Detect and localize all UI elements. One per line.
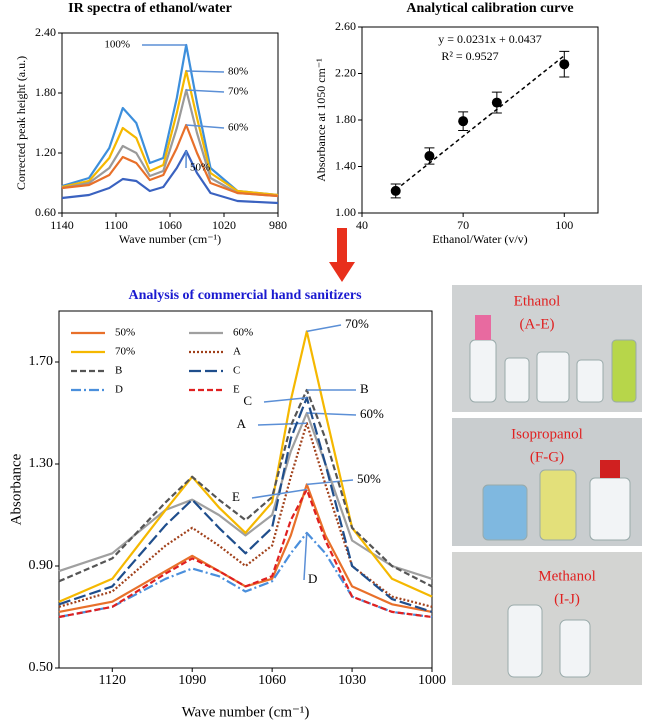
x-tick-label: 1030 xyxy=(338,673,366,688)
annotation-arrow xyxy=(306,324,342,333)
x-tick-label: 1090 xyxy=(178,673,206,688)
flow-arrow xyxy=(329,228,355,282)
y-tick-label: 0.90 xyxy=(29,558,54,573)
photo-panels xyxy=(452,285,642,685)
y-axis-label: Absorbance at 1050 cm⁻¹ xyxy=(314,58,328,182)
x-tick-label: 1060 xyxy=(158,218,182,232)
annotation-arrow xyxy=(303,532,308,581)
x-tick-label: 1140 xyxy=(50,218,74,232)
series-annotation: 70% xyxy=(228,86,248,98)
y-tick-label: 0.60 xyxy=(35,205,56,219)
series-annotation: 50% xyxy=(190,162,210,174)
legend-label: A xyxy=(233,346,241,358)
data-point xyxy=(458,116,469,127)
series-line xyxy=(58,483,433,613)
series-line xyxy=(58,396,433,613)
photo-label: Isopropanol xyxy=(511,426,583,442)
series-annotation: 60% xyxy=(360,406,384,421)
x-tick-label: 1060 xyxy=(258,673,286,688)
series-annotation: C xyxy=(243,393,252,408)
annotation-arrow xyxy=(306,412,357,416)
x-tick-label: 980 xyxy=(269,218,287,232)
y-axis-label: Absorbance xyxy=(8,453,24,525)
x-tick-label: 1020 xyxy=(212,218,236,232)
series-line xyxy=(58,388,433,588)
y-tick-label: 1.80 xyxy=(35,85,56,99)
x-tick-label: 1000 xyxy=(418,673,446,688)
series-line xyxy=(61,149,279,205)
annotation-arrow xyxy=(186,70,225,73)
series-annotation: 50% xyxy=(357,471,381,486)
series-annotation: A xyxy=(237,416,247,431)
y-tick-label: 1.70 xyxy=(29,354,54,369)
y-tick-label: 2.40 xyxy=(35,25,56,39)
series-annotation: 100% xyxy=(104,39,130,51)
annotation-arrow xyxy=(263,396,307,403)
series-line xyxy=(61,69,279,197)
series-line xyxy=(61,123,279,198)
photo-label: Methanol xyxy=(538,568,596,584)
photo-group: (F-G) xyxy=(530,449,564,465)
annotation-arrow xyxy=(186,89,225,93)
series-line xyxy=(58,488,433,619)
y-tick-label: 0.50 xyxy=(29,660,54,675)
y-tick-label: 1.20 xyxy=(35,145,56,159)
x-axis-label: Wave number (cm⁻¹) xyxy=(119,232,221,246)
y-tick-label: 1.00 xyxy=(335,205,356,219)
fit-equation: y = 0.0231x + 0.0437 xyxy=(438,32,542,46)
data-point xyxy=(424,151,435,162)
x-axis-label: Ethanol/Water (v/v) xyxy=(432,232,527,246)
y-tick-label: 1.40 xyxy=(335,158,356,172)
data-point xyxy=(559,59,570,70)
x-tick-label: 100 xyxy=(555,218,573,232)
x-axis-label: Wave number (cm⁻¹) xyxy=(182,704,310,720)
annotation-arrow xyxy=(186,124,225,129)
series-annotation: 60% xyxy=(228,122,248,134)
data-point xyxy=(491,97,502,108)
y-tick-label: 1.80 xyxy=(335,112,356,126)
annotation-arrow xyxy=(306,479,354,486)
y-tick-label: 1.30 xyxy=(29,456,54,471)
x-tick-label: 1120 xyxy=(99,673,126,688)
x-tick-label: 70 xyxy=(457,218,469,232)
series-annotation: 80% xyxy=(228,66,248,78)
series-annotation: 70% xyxy=(345,316,369,331)
annotation-arrow xyxy=(251,488,307,499)
chart-title: IR spectra of ethanol/water xyxy=(68,1,232,16)
legend-label: E xyxy=(233,384,240,396)
data-point xyxy=(390,185,401,196)
plot-frame xyxy=(58,310,433,669)
legend-label: 70% xyxy=(115,346,135,358)
series-line xyxy=(58,422,433,608)
chart-title: Analysis of commercial hand sanitizers xyxy=(128,288,362,303)
photo-group: (I-J) xyxy=(554,591,580,607)
y-axis-label: Corrected peak height (a.u.) xyxy=(14,56,28,190)
legend-label: C xyxy=(233,365,240,377)
legend-label: D xyxy=(115,384,123,396)
series-annotation: B xyxy=(360,381,369,396)
series-line xyxy=(61,88,279,198)
y-tick-label: 2.60 xyxy=(335,19,356,33)
y-tick-label: 2.20 xyxy=(335,65,356,79)
x-tick-label: 40 xyxy=(356,218,368,232)
legend-label: 50% xyxy=(115,327,135,339)
chart-title: Analytical calibration curve xyxy=(406,1,573,16)
series-annotation: E xyxy=(232,489,240,504)
photo-group: (A-E) xyxy=(520,316,555,332)
photo-label: Ethanol xyxy=(514,293,561,309)
x-tick-label: 1100 xyxy=(104,218,128,232)
fit-line xyxy=(395,55,565,191)
fit-r-squared: R² = 0.9527 xyxy=(441,49,498,63)
series-annotation: D xyxy=(308,571,317,586)
legend-label: B xyxy=(115,365,122,377)
annotation-arrow xyxy=(257,422,307,426)
series-line xyxy=(61,43,279,197)
legend-label: 60% xyxy=(233,327,253,339)
